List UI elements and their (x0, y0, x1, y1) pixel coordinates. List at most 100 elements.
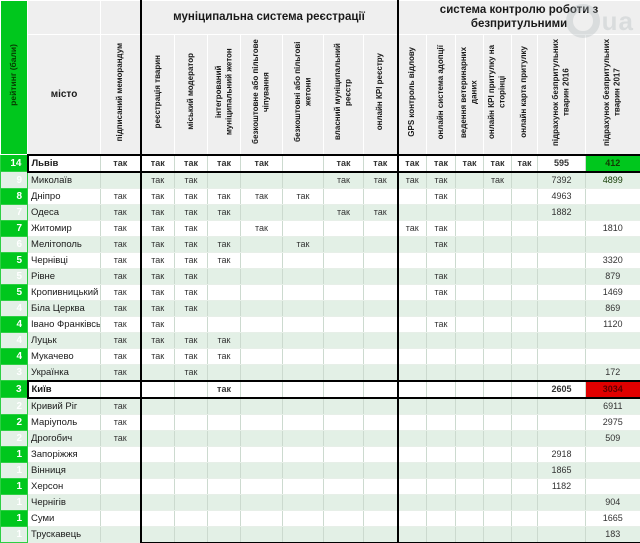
value-cell (323, 429, 364, 447)
value-cell (511, 299, 538, 317)
value-cell (282, 299, 324, 317)
value-cell: так (174, 187, 208, 205)
count-2016-cell (537, 251, 586, 269)
count-2016-cell (537, 347, 586, 365)
city-cell: Львів (26, 153, 101, 173)
value-cell (483, 251, 512, 269)
table-row: 1 Суми 1665 (0, 509, 640, 527)
value-cell (282, 363, 324, 382)
memo-cell: так (100, 187, 141, 205)
value-cell (240, 493, 283, 511)
value-cell (483, 187, 512, 205)
count-2017-cell: 3320 (584, 251, 640, 269)
memo-cell (100, 477, 141, 495)
value-cell (207, 525, 241, 543)
value-cell (396, 413, 427, 431)
col-header: безкоштовні або пільгові жетони (282, 33, 324, 156)
value-cell (139, 509, 175, 527)
value-cell (282, 347, 324, 365)
value-cell (363, 347, 398, 365)
count-2017-cell: 4899 (584, 171, 640, 189)
value-cell: так (207, 153, 241, 173)
count-2016-cell (537, 331, 586, 349)
value-cell: так (139, 235, 175, 253)
value-cell (511, 493, 538, 511)
value-cell (483, 525, 512, 543)
value-cell (483, 347, 512, 365)
value-cell (363, 525, 398, 543)
value-cell: так (240, 219, 283, 237)
col-header: інтегрований муніципальний жетон (207, 33, 241, 156)
col-header-label: онлайн КРІ притулку на сторінці (487, 44, 507, 139)
value-cell (240, 299, 283, 317)
rating-cell: 4 (0, 315, 28, 333)
value-cell: так (455, 153, 484, 173)
value-cell (426, 509, 456, 527)
city-cell: Мукачево (27, 347, 101, 365)
value-cell (282, 429, 324, 447)
value-cell (511, 235, 538, 253)
value-cell (139, 363, 175, 382)
col-header-label: реєстрація тварин (152, 55, 162, 129)
rating-cell: 7 (0, 219, 28, 237)
table-row: 2 Дрогобич так 509 (0, 429, 640, 447)
value-cell (396, 315, 427, 333)
value-cell (139, 461, 175, 479)
col-header-label: онлайн карта притулку (519, 45, 529, 138)
value-cell: так (207, 331, 241, 349)
value-cell (396, 235, 427, 253)
value-cell: так (426, 153, 456, 173)
value-cell (511, 315, 538, 333)
value-cell (483, 461, 512, 479)
rating-cell: 1 (0, 525, 28, 543)
value-cell: так (139, 315, 175, 333)
memo-cell: так (100, 267, 141, 285)
column-header-row: місто підписаний меморандум реєстрація т… (1, 33, 640, 156)
value-cell (396, 525, 427, 543)
table-row: 1 Трускавець 183 (0, 525, 640, 543)
value-cell: так (174, 347, 208, 365)
col-header-label: інтегрований муніципальний жетон (213, 48, 233, 136)
value-cell (174, 397, 208, 415)
city-cell: Дніпро (27, 187, 101, 205)
value-cell (455, 493, 484, 511)
value-cell (396, 397, 427, 415)
city-cell: Миколаїв (27, 171, 101, 189)
col-header: міський модератор (174, 33, 208, 156)
value-cell: так (426, 283, 456, 301)
memo-cell: так (100, 153, 141, 173)
value-cell (240, 331, 283, 349)
value-cell (511, 397, 538, 415)
value-cell (207, 363, 241, 382)
value-cell (455, 283, 484, 301)
value-cell (240, 203, 283, 221)
value-cell (455, 363, 484, 382)
memo-cell: так (100, 299, 141, 317)
city-cell: Житомир (27, 219, 101, 237)
value-cell (455, 267, 484, 285)
value-cell (483, 509, 512, 527)
table-row: 1 Херсон 1182 (0, 477, 640, 495)
value-cell (455, 235, 484, 253)
value-cell (323, 331, 364, 349)
value-cell (363, 493, 398, 511)
value-cell: так (426, 219, 456, 237)
value-cell: так (240, 187, 283, 205)
value-cell (323, 251, 364, 269)
value-cell: так (396, 171, 427, 189)
value-cell (455, 187, 484, 205)
value-cell (174, 445, 208, 463)
value-cell (426, 429, 456, 447)
value-cell (511, 379, 538, 399)
value-cell (483, 299, 512, 317)
count-2017-cell (584, 347, 640, 365)
value-cell (426, 477, 456, 495)
value-cell: так (363, 171, 398, 189)
value-cell: так (426, 187, 456, 205)
value-cell (455, 347, 484, 365)
value-cell (323, 219, 364, 237)
value-cell (511, 203, 538, 221)
rating-header-label: рейтинг (бали) (8, 44, 19, 107)
table-row: 5 Рівне так так так так 879 (0, 267, 640, 285)
value-cell (363, 219, 398, 237)
